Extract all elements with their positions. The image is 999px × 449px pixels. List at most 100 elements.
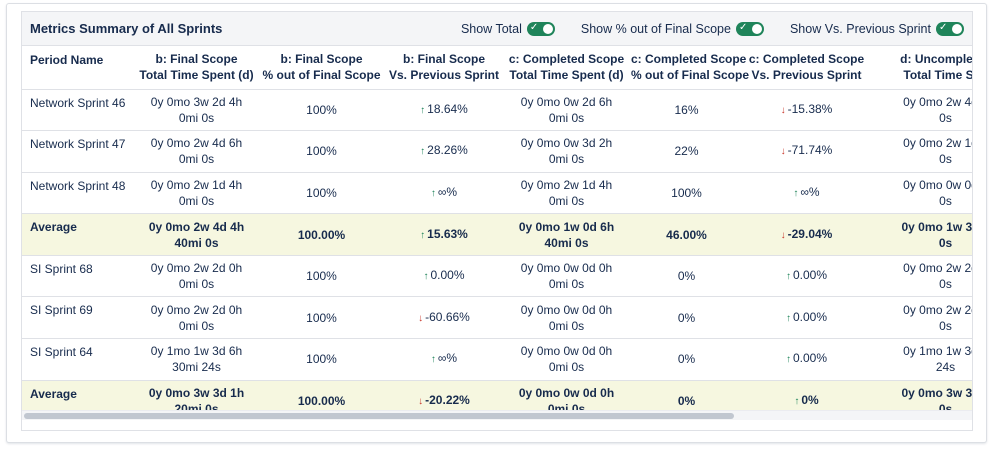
cell-value: 0y 0mo 2w 1d 4h	[150, 177, 243, 192]
table-cell: 0y 0mo 3w 2d 4h 0mi 0s	[134, 89, 259, 132]
arrow-down-icon: ↓	[780, 104, 786, 116]
table-cell: 0y 1mo 1w 3d 6h 30mi 24s	[134, 338, 259, 381]
cell-value: 0y 0mo 2w 2d 0	[903, 261, 972, 276]
arrow-up-icon: ↑	[430, 187, 436, 199]
toggle-switch[interactable]: ✓	[735, 21, 764, 36]
cell-value: 0.00%	[430, 268, 465, 283]
cell-value: 0%	[677, 269, 696, 284]
horizontal-scrollbar[interactable]	[22, 410, 972, 420]
column-header[interactable]: d: UncompletedTotal Time Spe	[869, 46, 973, 90]
cell-value: 0y 0mo 0w 0d 0h	[518, 385, 615, 400]
cell-value: 0y 0mo 0w 0d 0h	[520, 261, 613, 276]
column-header-sublabel: Total Time Spent (d)	[509, 68, 624, 83]
table-cell: 100%	[259, 338, 384, 381]
table-cell: 0y 0mo 1w 3d 60s	[869, 213, 972, 256]
arrow-down-icon: ↓	[418, 395, 424, 407]
column-header[interactable]: b: Final Scope Total Time Spent (d)	[134, 46, 259, 90]
cell-value: 0.00%	[792, 351, 828, 366]
column-header-sublabel: Vs. Previous Sprint	[751, 68, 862, 83]
cell-value: 100%	[306, 269, 337, 284]
column-header[interactable]: c: Completed Scope Vs. Previous Sprint	[744, 46, 869, 90]
cell-value: 0y 0mo 2w 4d 6	[903, 94, 972, 109]
cell-value-line2: 0s	[939, 318, 952, 333]
cell-value: 100.00%	[297, 227, 346, 242]
table-cell: 100%	[629, 172, 744, 215]
cell-value: 0y 0mo 1w 0d 6h	[518, 219, 615, 234]
arrow-up-icon: ↑	[793, 187, 799, 199]
arrow-up-icon: ↑	[420, 104, 426, 116]
cell-value-line2: 30mi 24s	[172, 360, 221, 375]
toggle-show-percent-final-scope[interactable]: Show % out of Final Scope ✓	[581, 21, 764, 36]
period-name-cell: Network Sprint 46	[22, 89, 134, 132]
table-cell: 0y 0mo 2w 4d 4h 40mi 0s	[134, 213, 259, 256]
cell-value: 0.00%	[792, 309, 828, 324]
column-header[interactable]: c: Completed Scope Total Time Spent (d)	[504, 46, 629, 90]
cell-value-line2: 0mi 0s	[178, 110, 215, 125]
cell-value: -71.74%	[787, 143, 833, 158]
arrow-down-icon: ↓	[418, 312, 424, 324]
toggle-show-total[interactable]: Show Total ✓	[460, 21, 555, 36]
cell-value: 0y 0mo 2w 2d 0	[903, 302, 972, 317]
toggle-switch[interactable]: ✓	[526, 21, 555, 36]
cell-value: 0y 0mo 2w 1d 4h	[520, 177, 613, 192]
cell-value: SI Sprint 68	[30, 261, 93, 276]
cell-value: 0%	[677, 310, 696, 325]
arrow-up-icon: ↑	[423, 271, 429, 283]
cell-value: 0y 0mo 3w 3d 1h	[148, 385, 245, 400]
table-row: SI Sprint 69 0y 0mo 2w 2d 0h 0mi 0s 100% ↓ -6…	[22, 296, 972, 340]
toggle-show-vs-previous[interactable]: Show Vs. Previous Sprint ✓	[790, 21, 964, 36]
cell-value: ∞%	[800, 184, 820, 199]
table-cell: ↑ 15.63%	[384, 213, 504, 256]
table-cell: 0y 0mo 0w 0d 0h 0mi 0s	[504, 255, 629, 298]
cell-value: 22%	[674, 144, 699, 159]
column-header-label: Period Name	[30, 53, 104, 67]
cell-value: 46.00%	[666, 227, 707, 242]
cell-value: Average	[30, 386, 77, 401]
cell-value: 0y 0mo 3w 3d 1	[901, 385, 973, 400]
cell-value: 100%	[306, 185, 337, 200]
cell-value: 0y 0mo 2w 1d 4	[903, 136, 972, 151]
column-header-sublabel: % out of Final Scope	[631, 68, 750, 83]
column-header-sublabel: Total Time Spe	[903, 68, 973, 83]
panel-header: Metrics Summary of All Sprints Show Tota…	[22, 12, 972, 46]
column-header-label: d: Uncompleted	[900, 52, 973, 67]
scrollbar-thumb[interactable]	[24, 413, 734, 419]
column-header[interactable]: c: Completed Scope% out of Final Scope	[629, 46, 750, 90]
cell-value: 0y 0mo 2w 4d 6h	[150, 136, 243, 151]
table-cell: 16%	[629, 89, 744, 132]
table-cell: 0y 0mo 0w 0d 00s	[869, 172, 972, 215]
cell-value: 16%	[674, 102, 699, 117]
check-icon: ✓	[529, 21, 539, 33]
arrow-up-icon: ↑	[430, 354, 436, 366]
arrow-up-icon: ↑	[785, 354, 791, 366]
toggle-label: Show Total	[460, 21, 522, 36]
table-cell: 0y 1mo 1w 3d 624s	[869, 338, 972, 381]
cell-value: -15.38%	[787, 101, 833, 116]
table-cell: ↑ 0.00%	[744, 255, 869, 298]
table-cell: 0y 0mo 2w 2d 00s	[869, 296, 972, 340]
column-header-label: c: Completed Scope	[748, 52, 865, 67]
column-header[interactable]: b: Final Scope% out of Final Scope	[259, 46, 384, 90]
cell-value-line2: 0mi 0s	[178, 318, 215, 333]
cell-value: 0y 0mo 2w 4d 4h	[148, 219, 245, 234]
cell-value-line2: 40mi 0s	[544, 235, 589, 250]
table-cell: 0%	[629, 296, 744, 340]
table-scroll-area[interactable]: Period Name b: Final Scope Total Time Spe…	[22, 46, 973, 420]
cell-value-line2: 0mi 0s	[548, 277, 585, 292]
toggle-switch[interactable]: ✓	[936, 21, 964, 36]
period-name-cell: SI Sprint 69	[22, 296, 134, 340]
toggle-knob	[751, 23, 762, 34]
table-row: Network Sprint 48 0y 0mo 2w 1d 4h 0mi 0s 10…	[22, 172, 972, 215]
cell-value: 100.00%	[297, 393, 346, 408]
table-cell: ↑ ∞%	[744, 172, 869, 215]
cell-value: 0y 1mo 1w 3d 6h	[150, 344, 243, 359]
arrow-down-icon: ↓	[780, 229, 786, 241]
cell-value: 0y 0mo 0w 0d 0h	[520, 302, 613, 317]
cell-value: 0y 0mo 0w 2d 6h	[520, 94, 613, 109]
column-header[interactable]: b: Final Scope Vs. Previous Sprint	[384, 46, 504, 90]
cell-value: SI Sprint 69	[30, 303, 93, 318]
cell-value-line2: 0mi 0s	[548, 318, 585, 333]
table-header-row: Period Name b: Final Scope Total Time Spe…	[22, 46, 973, 90]
column-header-label: b: Final Scope	[280, 52, 363, 67]
column-header[interactable]: Period Name	[22, 46, 134, 90]
